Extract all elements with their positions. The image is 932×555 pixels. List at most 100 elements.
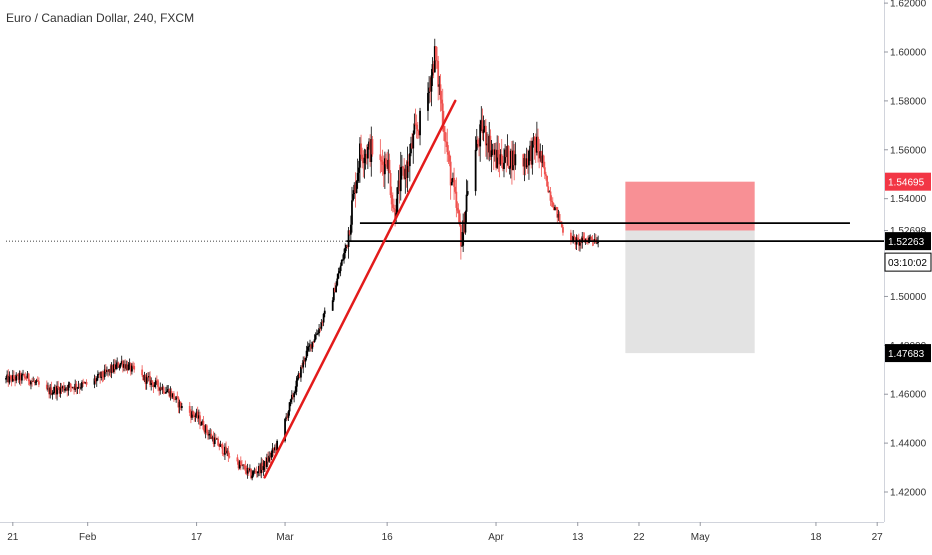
candle-body [589,236,592,238]
candle-417 [553,202,555,211]
candle-body [505,149,508,158]
candle-body [5,378,7,380]
candle-body [28,381,31,385]
candle-128 [170,388,173,399]
candle-399 [532,133,535,148]
candle-body [319,328,322,330]
candle-body [10,376,13,382]
candle-201 [267,451,269,466]
candle-173 [228,452,231,459]
candle-body [512,150,514,171]
candle-body [366,146,369,159]
candle-body [394,209,396,219]
candle-422 [558,211,561,225]
candle-body [398,180,401,192]
candle-247 [332,287,335,303]
candle-body [192,411,195,415]
candle-body [177,397,180,408]
candle-body [457,210,460,214]
candle-body [204,425,207,433]
candle-body [480,120,483,125]
candle-37 [53,384,56,395]
candle-297 [396,187,399,214]
candle-368 [490,140,493,173]
candle-body [368,141,370,147]
candle-body [462,220,465,246]
take-profit-zone[interactable] [625,230,755,354]
candle-406 [540,150,543,177]
price-tick-label: 1.44000 [890,439,927,450]
candle-374 [497,135,500,173]
candle-231 [307,342,310,353]
candle-body [193,414,196,417]
candle-105 [144,374,147,390]
candle-body [386,164,389,169]
candle-203 [269,451,272,464]
candle-420 [556,206,559,224]
candle-215 [289,398,292,407]
candle-254 [340,259,343,266]
candle-body [124,364,127,369]
candle-238 [315,329,318,335]
candle-body [102,376,105,378]
candle-243 [321,320,324,327]
candle-339 [450,178,453,186]
candle-64 [84,381,87,384]
candle-377 [500,138,503,168]
candle-218 [293,390,296,403]
candle-body [490,150,493,157]
candle-77 [106,366,108,376]
candle-body [557,214,560,218]
candle-body [359,143,361,168]
candle-115 [155,375,158,386]
candle-237 [314,332,317,341]
candle-body [337,273,340,279]
candle-body [353,184,356,195]
candle-166 [220,443,223,449]
candle-body [96,374,99,379]
candle-35 [51,390,54,400]
candle-body [48,388,51,395]
candle-19 [26,370,29,379]
candle-266 [354,172,357,208]
price-tick-label: 1.52698 [890,226,927,237]
candle-383 [507,145,510,169]
candle-67 [94,375,97,384]
candle-body [365,153,368,159]
candle-body [314,334,317,340]
candle-body [514,154,517,166]
candle-body [118,366,121,368]
candle-body [141,369,144,376]
candle-3 [8,371,11,385]
candle-183 [246,463,249,479]
candle-341 [453,167,455,200]
price-tick-label: 1.58000 [890,96,927,107]
bar-countdown-badge-box [884,252,932,272]
candle-60 [79,383,82,390]
candle-29 [38,377,40,388]
candle-body [133,365,136,370]
last-price-badge-box [885,232,931,251]
time-tick-label: 21 [7,532,19,543]
trendline[interactable] [263,99,457,479]
candle-235 [312,341,315,347]
candle-body [30,381,32,385]
candle-body [445,141,448,143]
candle-107 [146,372,149,383]
candle-408 [542,154,545,169]
candle-body [168,389,171,397]
candle-180 [243,463,246,470]
candle-body [107,370,109,372]
candle-21 [28,379,31,387]
stop-price-badge-box [885,172,931,191]
candle-207 [273,444,276,454]
candle-body [26,373,29,379]
candle-body [297,373,300,379]
time-tick-label: 13 [572,532,584,543]
candle-body [220,443,223,445]
candle-body [45,384,48,389]
price-tick-label: 1.42000 [890,488,927,499]
candle-225 [301,362,303,370]
